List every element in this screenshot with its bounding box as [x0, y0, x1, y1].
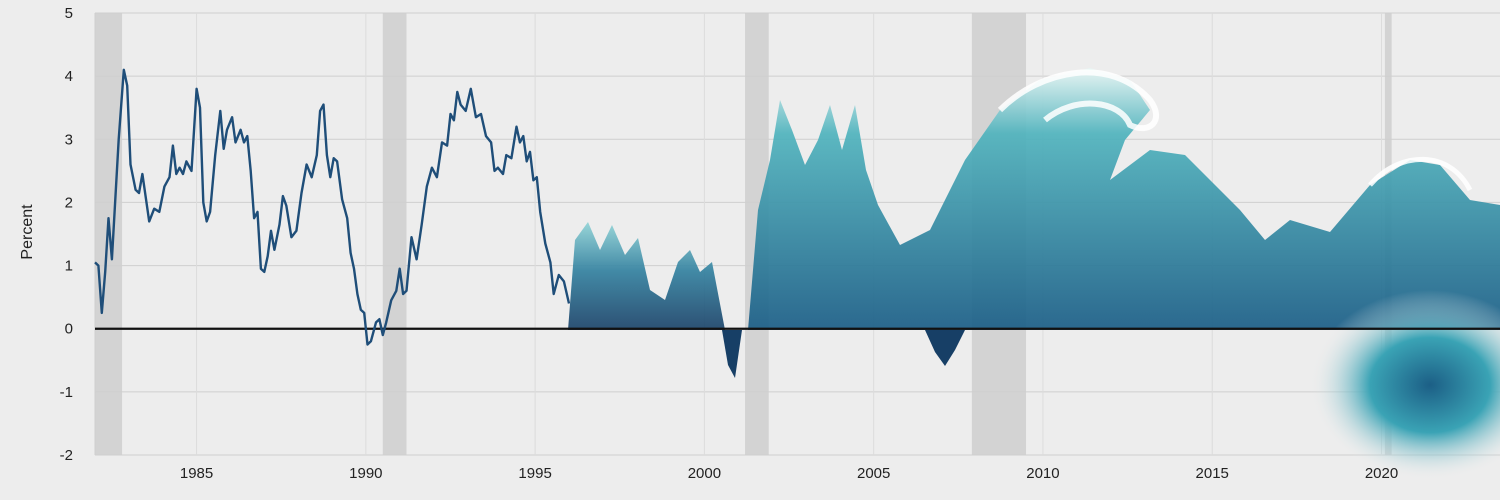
series-line-0 [94, 68, 571, 346]
y-tick-label-4: 2 [65, 194, 73, 211]
wave-art-water-2 [748, 68, 1500, 330]
series-layer [94, 68, 571, 346]
y-tick-label-6: 4 [65, 68, 73, 85]
x-axis: 1985 1990 1995 2000 2005 2010 2015 2020 [180, 465, 1398, 482]
y-axis: -2 -1 0 1 2 3 4 5 [60, 5, 73, 464]
wave-art-dip-1 [722, 330, 742, 378]
wave-art [568, 68, 1500, 480]
wave-art-crest-2 [1368, 156, 1473, 192]
x-tick-label-7: 2020 [1365, 465, 1398, 482]
y-axis-title: Percent [19, 204, 36, 260]
x-tick-label-4: 2005 [857, 465, 890, 482]
x-tick-label-0: 1985 [180, 465, 213, 482]
wave-art-dip-2 [925, 330, 965, 366]
x-tick-label-5: 2010 [1026, 465, 1059, 482]
x-tick-label-2: 1995 [518, 465, 551, 482]
y-tick-label-1: -1 [60, 384, 73, 401]
y-tick-label-3: 1 [65, 258, 73, 275]
y-tick-label-2: 0 [65, 321, 73, 338]
x-tick-label-6: 2015 [1196, 465, 1229, 482]
y-tick-label-0: -2 [60, 447, 73, 464]
y-tick-label-7: 5 [65, 5, 73, 22]
x-tick-label-1: 1990 [349, 465, 382, 482]
recession-band-1 [382, 13, 407, 455]
wave-art-swirl [1310, 290, 1500, 480]
x-tick-label-3: 2000 [688, 465, 721, 482]
wave-art-water-1 [568, 222, 725, 330]
wave-art-crest [997, 69, 1159, 132]
y-tick-label-5: 3 [65, 131, 73, 148]
